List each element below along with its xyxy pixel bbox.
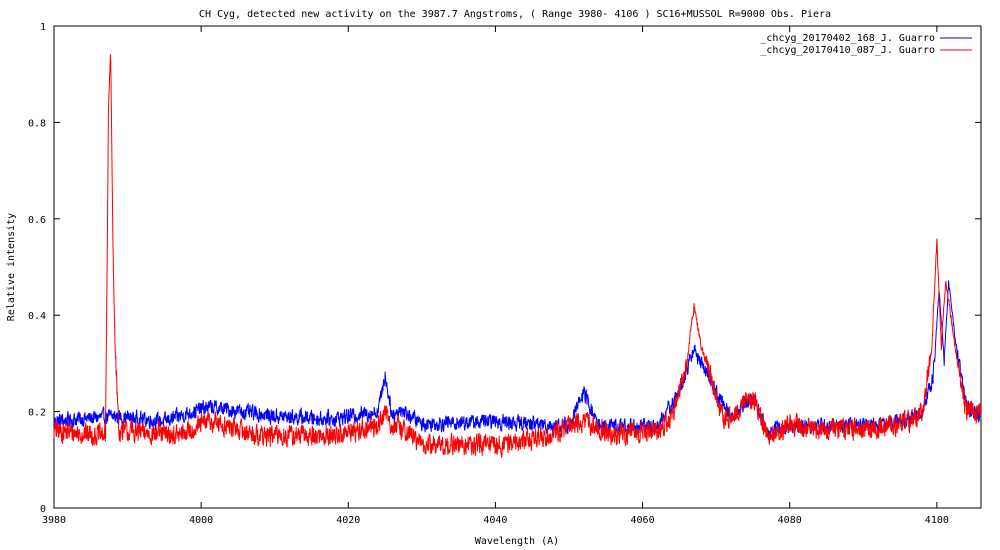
x-tick-label: 4060 [631, 515, 655, 526]
x-tick-label: 4000 [189, 515, 213, 526]
chart-title: CH Cyg, detected new activity on the 398… [199, 9, 831, 20]
y-tick-label: 0.4 [28, 311, 46, 322]
x-tick-label: 3980 [42, 515, 66, 526]
x-tick-label: 4100 [925, 515, 949, 526]
legend-label-1: _chcyg_20170402_168_J. Guarro [760, 33, 935, 44]
legend: _chcyg_20170402_168_J. Guarro_chcyg_2017… [760, 33, 972, 56]
y-tick-label: 0.8 [28, 118, 46, 129]
x-tick-label: 4020 [336, 515, 360, 526]
series-layer [53, 54, 982, 459]
y-tick-label: 0.6 [28, 215, 46, 226]
x-tick-label: 4080 [778, 515, 802, 526]
plot-frame [53, 25, 982, 509]
y-tick-label: 1 [40, 22, 46, 33]
y-tick-label: 0 [40, 504, 46, 515]
series-line-2 [53, 54, 982, 459]
x-axis-label: Wavelength (A) [475, 536, 559, 547]
y-axis-label: Relative intensity [6, 213, 17, 321]
x-tick-label: 4040 [483, 515, 507, 526]
y-tick-label: 0.2 [28, 408, 46, 419]
legend-label-2: _chcyg_20170410_087_J. Guarro [760, 45, 935, 56]
x-axis-ticks: 3980 4000 4020 4040 4060 4080 4100 [42, 26, 949, 526]
series-line-1 [53, 280, 982, 439]
